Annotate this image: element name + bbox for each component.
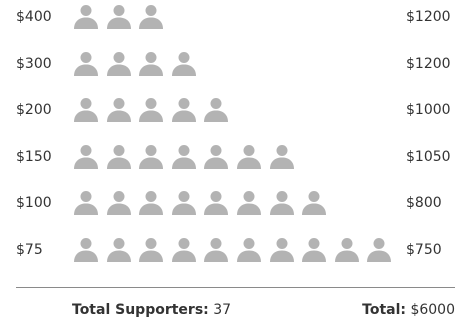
grand-total-value: $6000 [410,302,455,318]
person-icon [268,189,296,217]
supporter-icons [72,50,202,78]
tier-amount-label: $200 [16,102,52,118]
tier-amount-label: $150 [16,148,52,165]
person-icon [137,189,165,217]
person-icon [170,50,198,78]
total-supporters-value: 37 [213,302,232,318]
supporter-icons [72,236,398,264]
tier-amount-label: $400 [16,9,52,25]
supporter-icons [72,189,333,217]
person-icon [333,236,361,264]
divider [16,287,455,288]
person-icon [72,236,100,264]
person-icon [202,189,230,217]
person-icon [202,236,230,264]
person-icon [202,96,230,124]
person-icon [137,3,165,31]
grand-total-label: Total: [362,302,406,318]
person-icon [105,3,133,31]
tier-row: $300 $1200 [0,50,461,80]
person-icon [300,189,328,217]
person-icon [105,96,133,124]
tier-subtotal-label: $800 [406,195,442,211]
tier-row: $100 $800 [0,189,461,219]
person-icon [268,143,296,171]
person-icon [170,236,198,264]
person-icon [72,189,100,217]
tier-subtotal-label: $1200 [406,55,451,72]
person-icon [72,96,100,124]
tier-amount-label: $75 [16,241,43,258]
tier-row: $400 $1200 [0,3,461,33]
person-icon [72,3,100,31]
person-icon [235,143,263,171]
person-icon [137,143,165,171]
tier-subtotal-label: $750 [406,241,442,258]
person-icon [170,189,198,217]
tier-row: $75 $750 [0,236,461,266]
person-icon [105,189,133,217]
person-icon [170,143,198,171]
person-icon [300,236,328,264]
person-icon [105,143,133,171]
person-icon [72,50,100,78]
tier-subtotal-label: $1000 [406,102,451,118]
total-supporters-label: Total Supporters: [72,302,209,318]
supporter-icons [72,96,235,124]
person-icon [137,96,165,124]
tier-amount-label: $300 [16,55,52,72]
person-icon [365,236,393,264]
tier-row: $200 $1000 [0,96,461,126]
person-icon [235,236,263,264]
grand-total: Total: $6000 [362,300,455,320]
person-icon [137,236,165,264]
person-icon [105,236,133,264]
supporter-icons [72,143,300,171]
total-supporters: Total Supporters: 37 [72,300,231,320]
tier-subtotal-label: $1200 [406,9,451,25]
person-icon [105,50,133,78]
person-icon [202,143,230,171]
tier-amount-label: $100 [16,195,52,211]
person-icon [235,189,263,217]
person-icon [72,143,100,171]
person-icon [268,236,296,264]
person-icon [137,50,165,78]
tier-subtotal-label: $1050 [406,148,451,165]
supporter-icons [72,3,170,31]
person-icon [170,96,198,124]
tier-row: $150 $1050 [0,143,461,173]
